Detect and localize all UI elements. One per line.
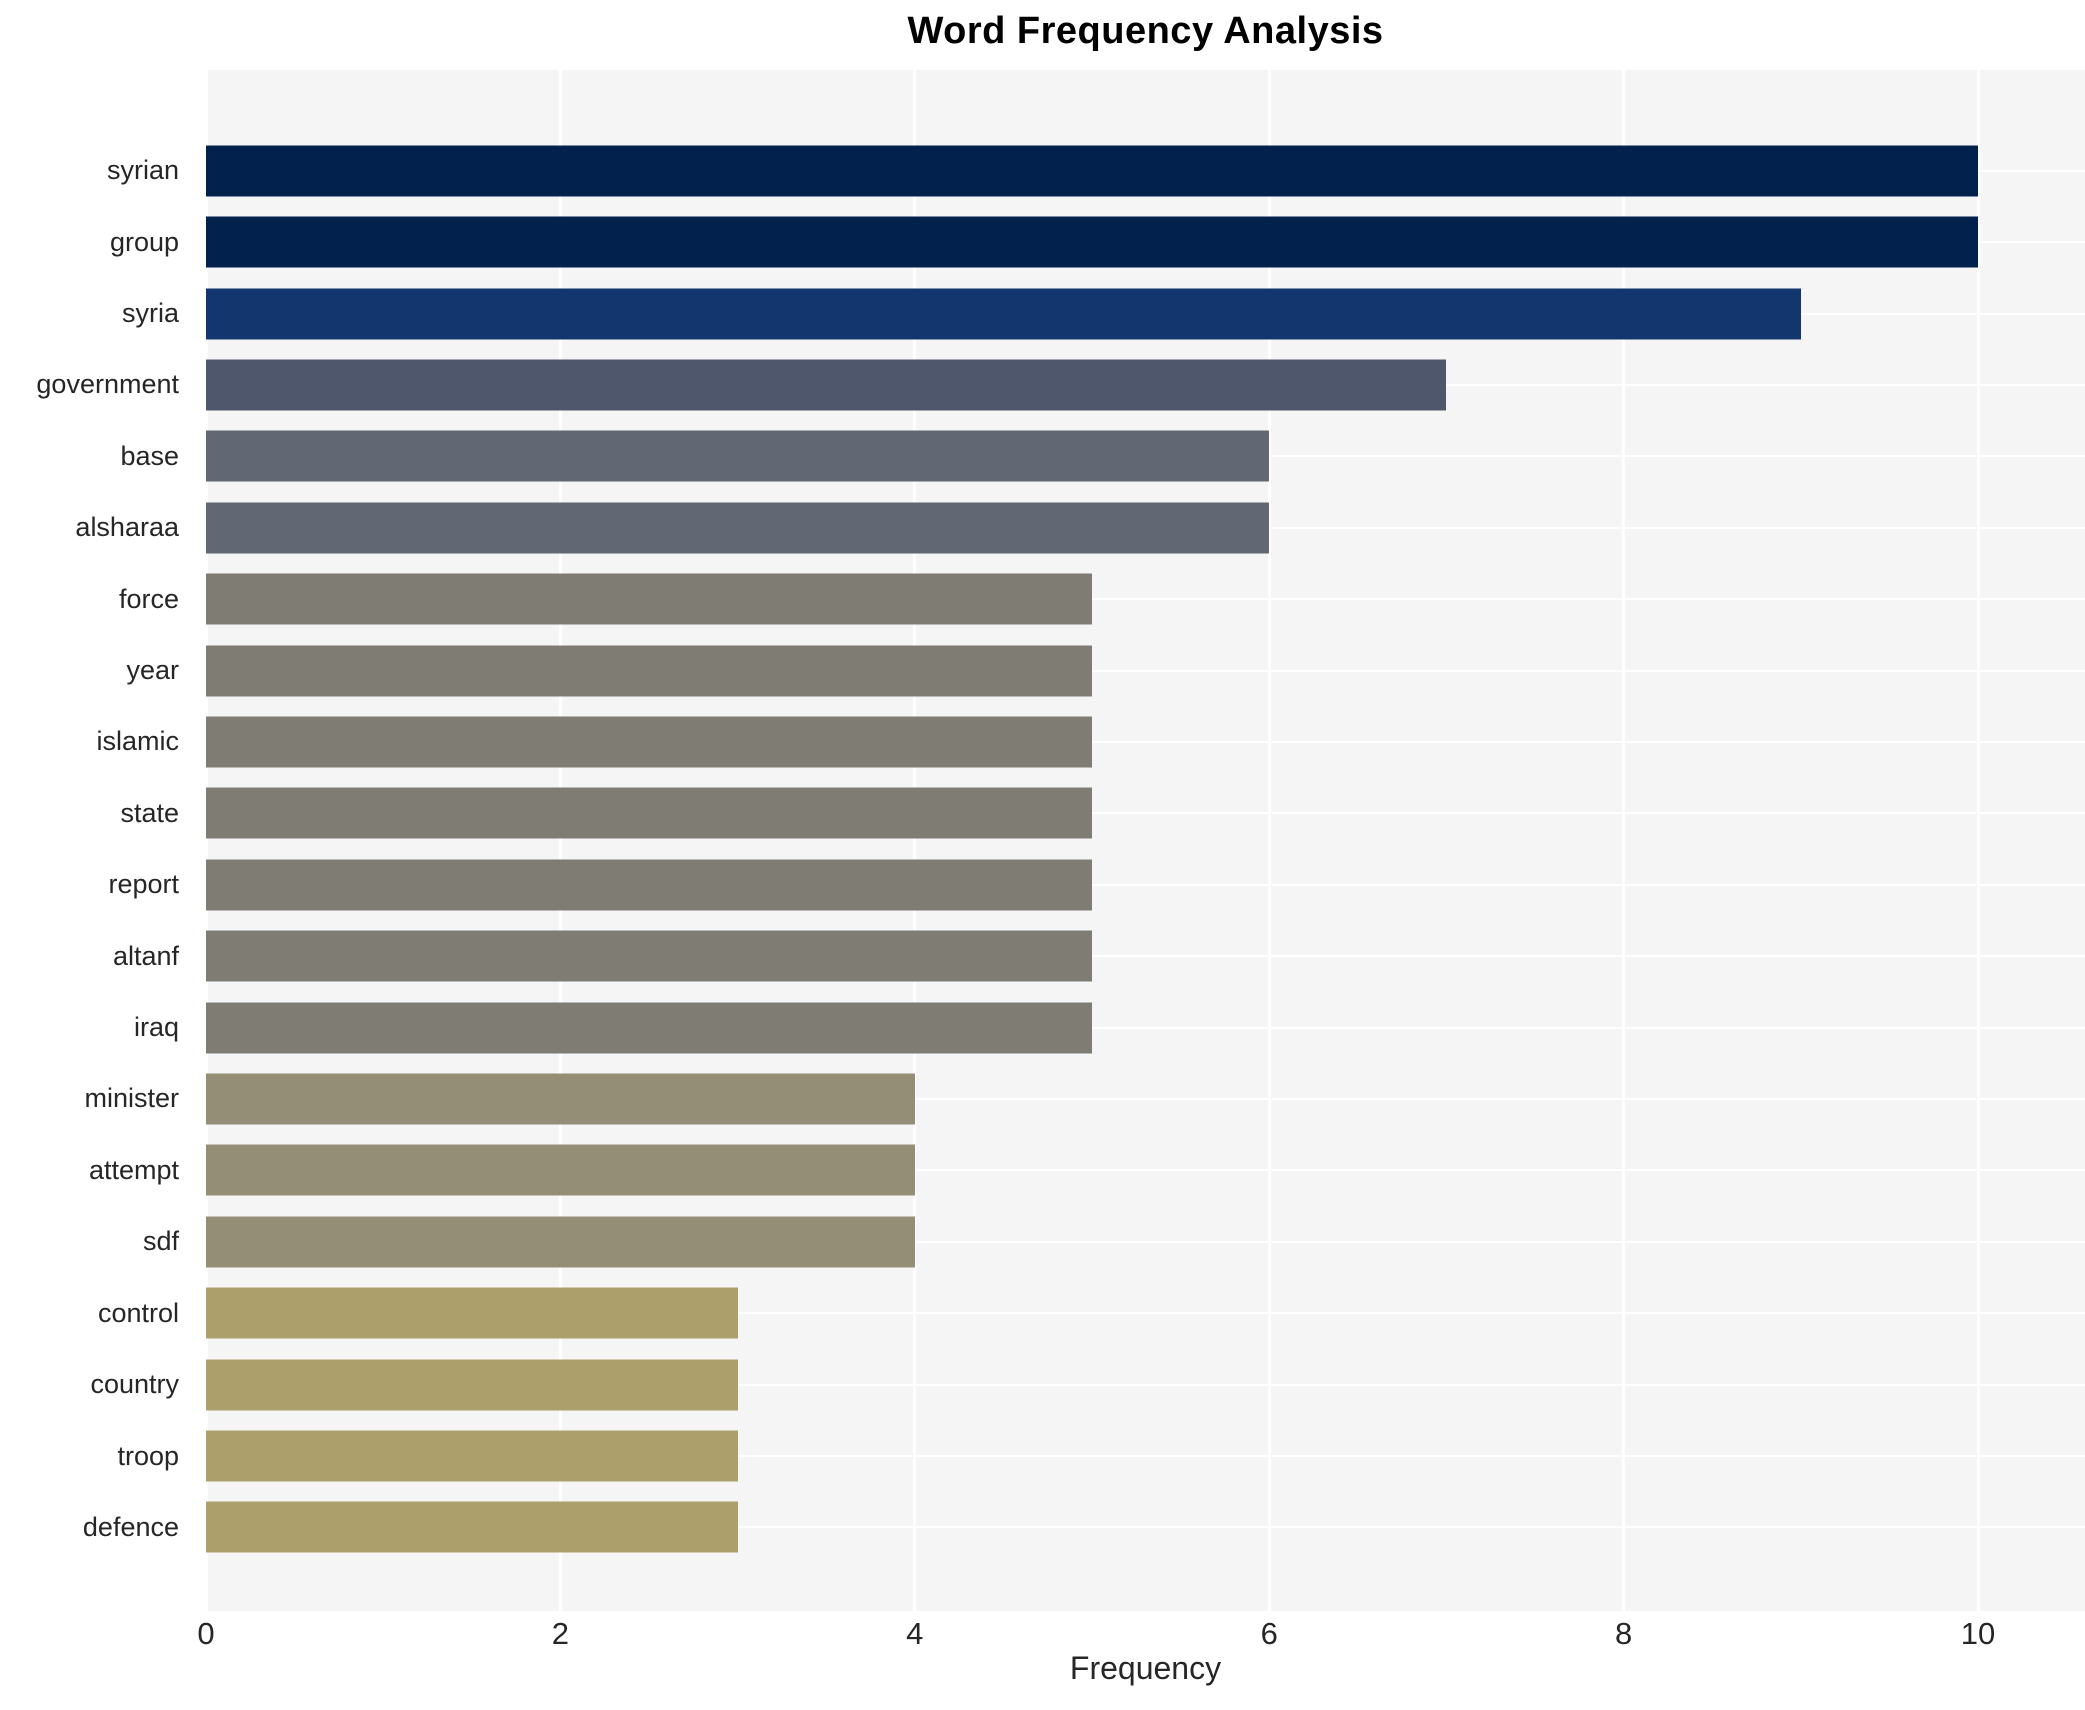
- gridline-h: [206, 1097, 2085, 1100]
- bar: [206, 502, 1270, 554]
- x-tick-label: 4: [906, 1616, 924, 1651]
- bar-row: [206, 706, 2085, 777]
- chart-title: Word Frequency Analysis: [907, 10, 1384, 52]
- x-tick-label: 0: [197, 1616, 215, 1651]
- bar-row: [206, 1135, 2085, 1206]
- y-tick-label: control: [97, 1297, 179, 1328]
- bar: [206, 1002, 1092, 1054]
- gridline-h: [206, 1312, 2085, 1315]
- gridline-v: [1976, 70, 1980, 1611]
- bar-row: [206, 635, 2085, 706]
- bar-row: [206, 1492, 2085, 1563]
- bar: [206, 930, 1092, 982]
- y-tick-label: defence: [82, 1511, 179, 1542]
- bar-row: [206, 135, 2085, 206]
- x-axis-label: Frequency: [1069, 1650, 1222, 1686]
- bar-row: [206, 206, 2085, 277]
- bar: [206, 716, 1092, 768]
- y-tick-label: year: [126, 655, 179, 686]
- bar: [206, 430, 1270, 482]
- bar-row: [206, 1206, 2085, 1277]
- bar-row: [206, 492, 2085, 563]
- y-tick-label: base: [120, 440, 179, 471]
- y-tick-label: iraq: [133, 1012, 179, 1043]
- gridline-h: [206, 1240, 2085, 1243]
- y-tick-label: alsharaa: [75, 512, 179, 543]
- y-tick-label: islamic: [96, 726, 179, 757]
- gridline-h: [206, 740, 2085, 743]
- bars-layer: [206, 135, 2085, 1563]
- bar: [206, 787, 1092, 839]
- y-axis-labels: syrian group syria government base alsharaa fo…: [0, 135, 193, 1563]
- gridline-v: [1267, 70, 1271, 1611]
- bar-row: [206, 1278, 2085, 1349]
- gridline-h: [206, 1383, 2085, 1386]
- bar: [206, 859, 1092, 911]
- bar: [206, 1287, 738, 1339]
- bar-row: [206, 421, 2085, 492]
- bar-row: [206, 849, 2085, 920]
- gridline-v: [558, 70, 562, 1611]
- y-tick-label: government: [36, 369, 179, 400]
- y-tick-label: syria: [121, 298, 179, 329]
- gridline-h: [206, 1526, 2085, 1529]
- x-tick-label: 6: [1260, 1616, 1278, 1651]
- y-tick-label: minister: [84, 1083, 179, 1114]
- bar-row: [206, 563, 2085, 634]
- bar: [206, 1501, 738, 1553]
- y-tick-label: force: [118, 583, 179, 614]
- bar-row: [206, 920, 2085, 991]
- bar: [206, 1430, 738, 1482]
- bar: [206, 1359, 738, 1411]
- gridline-h: [206, 598, 2085, 601]
- gridline-h: [206, 669, 2085, 672]
- y-tick-label: attempt: [88, 1154, 179, 1185]
- bar: [206, 645, 1092, 697]
- x-tick-label: 8: [1614, 1616, 1633, 1651]
- bar-row: [206, 1063, 2085, 1134]
- bar: [206, 1073, 915, 1125]
- gridline-v: [913, 70, 917, 1611]
- y-tick-label: troop: [117, 1440, 179, 1471]
- y-tick-label: report: [108, 869, 179, 900]
- bar-row: [206, 778, 2085, 849]
- y-tick-label: sdf: [142, 1226, 179, 1257]
- gridline-v: [1622, 70, 1626, 1611]
- x-tick-label: 2: [551, 1616, 570, 1651]
- y-tick-label: syrian: [106, 155, 179, 186]
- gridline-h: [206, 1169, 2085, 1172]
- y-tick-label: country: [90, 1369, 179, 1400]
- bar: [206, 1216, 915, 1268]
- bar-row: [206, 349, 2085, 420]
- bar-row: [206, 278, 2085, 349]
- gridline-v: [204, 70, 208, 1611]
- bar-row: [206, 1349, 2085, 1420]
- plot-area: [204, 70, 2085, 1611]
- bar: [206, 1144, 915, 1196]
- gridline-h: [206, 883, 2085, 886]
- gridline-h: [206, 1455, 2085, 1458]
- bar-row: [206, 992, 2085, 1063]
- bar: [206, 573, 1092, 625]
- gridline-h: [206, 955, 2085, 958]
- y-tick-label: altanf: [112, 940, 179, 971]
- bar: [206, 145, 1978, 197]
- bar-row: [206, 1420, 2085, 1491]
- y-tick-label: state: [120, 797, 179, 828]
- gridline-h: [206, 812, 2085, 815]
- bar: [206, 216, 1978, 268]
- x-tick-label: 10: [1960, 1616, 1996, 1651]
- gridline-h: [206, 1026, 2085, 1029]
- bar: [206, 288, 1801, 340]
- y-tick-label: group: [109, 226, 179, 257]
- bar: [206, 359, 1447, 411]
